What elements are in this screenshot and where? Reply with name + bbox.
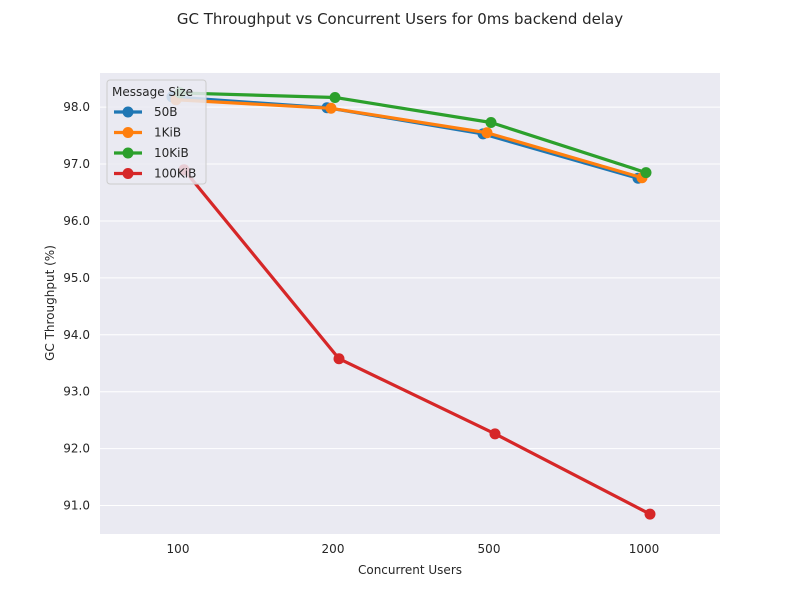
legend-label: 1KiB xyxy=(154,126,181,140)
x-tick-label: 500 xyxy=(478,542,501,556)
chart-title: GC Throughput vs Concurrent Users for 0m… xyxy=(177,10,623,28)
legend: Message Size 50B 1KiB 10KiB 100KiB xyxy=(106,79,207,185)
legend-box xyxy=(106,79,207,185)
y-tick-label: 92.0 xyxy=(63,442,90,456)
x-tick-label: 100 xyxy=(167,542,190,556)
y-tick-label: 94.0 xyxy=(63,328,90,342)
data-point-100KiB xyxy=(644,508,656,520)
data-point-10KiB xyxy=(640,167,652,179)
series-line-100KiB xyxy=(182,168,652,516)
series-line-1KiB xyxy=(174,98,644,180)
x-axis-label: Concurrent Users xyxy=(358,563,462,577)
legend-marker xyxy=(122,168,134,179)
x-tick-label: 1000 xyxy=(629,542,660,556)
data-point-10KiB xyxy=(485,117,497,129)
legend-label: 50B xyxy=(154,105,178,119)
y-axis-label: GC Throughput (%) xyxy=(43,245,57,361)
legend-label: 10KiB xyxy=(154,146,189,160)
y-tick-label: 91.0 xyxy=(63,499,90,513)
data-point-10KiB xyxy=(329,91,341,103)
data-point-1KiB xyxy=(481,127,493,139)
x-tick-label: 200 xyxy=(322,542,345,556)
x-axis: 100 200 500 1000 xyxy=(167,542,660,556)
y-tick-label: 97.0 xyxy=(63,157,90,171)
y-tick-label: 93.0 xyxy=(63,385,90,399)
data-point-1KiB xyxy=(325,102,337,114)
legend-marker xyxy=(122,147,134,159)
legend-title: Message Size xyxy=(112,85,193,99)
y-tick-label: 98.0 xyxy=(63,100,90,114)
data-point-100KiB xyxy=(489,428,501,440)
y-tick-label: 96.0 xyxy=(63,214,90,228)
series-line-10KiB xyxy=(178,91,648,175)
y-axis: 91.0 92.0 93.0 94.0 95.0 96.0 97.0 98.0 xyxy=(63,100,90,512)
legend-label: 100KiB xyxy=(154,167,196,181)
legend-marker xyxy=(122,127,134,138)
y-tick-label: 95.0 xyxy=(63,271,90,285)
data-point-100KiB xyxy=(333,353,345,365)
legend-marker xyxy=(122,106,134,118)
